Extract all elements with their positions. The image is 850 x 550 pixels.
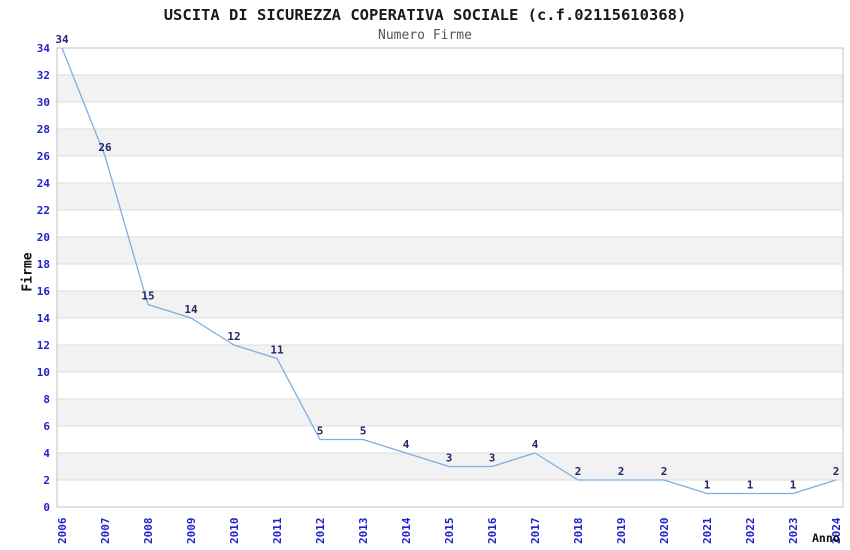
x-tick-label: 2006 xyxy=(56,517,69,544)
data-label: 2 xyxy=(618,465,625,478)
band xyxy=(57,129,843,156)
data-label: 5 xyxy=(317,425,324,438)
y-tick-label: 12 xyxy=(37,339,50,352)
data-line xyxy=(61,47,837,495)
x-tick-label: 2022 xyxy=(744,518,757,545)
data-label: 2 xyxy=(833,465,840,478)
y-tick-label: 4 xyxy=(43,447,50,460)
x-tick-label: 2007 xyxy=(99,518,112,545)
x-tick-label: 2018 xyxy=(572,518,585,545)
y-tick-label: 26 xyxy=(37,150,51,163)
plot-border xyxy=(56,47,844,508)
y-tick-label: 30 xyxy=(37,96,50,109)
data-label: 1 xyxy=(790,479,797,492)
y-tick-label: 18 xyxy=(37,258,50,271)
data-label: 14 xyxy=(184,303,198,316)
band xyxy=(57,399,843,426)
y-axis-title: Firme xyxy=(20,252,36,292)
y-tick-label: 14 xyxy=(37,312,51,325)
x-tick-label: 2008 xyxy=(142,518,155,545)
y-tick-label: 24 xyxy=(37,177,51,190)
data-label: 2 xyxy=(661,465,668,478)
y-tick-label: 16 xyxy=(37,285,51,298)
data-label: 1 xyxy=(704,479,711,492)
y-tick-label: 22 xyxy=(37,204,50,217)
data-label: 34 xyxy=(55,33,69,46)
data-label: 12 xyxy=(227,330,240,343)
y-tick-label: 2 xyxy=(43,474,50,487)
data-label: 4 xyxy=(403,438,410,451)
x-tick-label: 2017 xyxy=(529,518,542,545)
band xyxy=(57,237,843,264)
x-tick-label: 2013 xyxy=(357,518,370,545)
x-tick-label: 2020 xyxy=(658,518,671,545)
y-tick-label: 8 xyxy=(43,393,50,406)
x-tick-label: 2012 xyxy=(314,518,327,545)
x-axis-title: Anno xyxy=(812,531,840,545)
data-label: 3 xyxy=(489,452,496,465)
x-tick-label: 2015 xyxy=(443,518,456,545)
data-label: 5 xyxy=(360,425,367,438)
x-tick-label: 2023 xyxy=(787,518,800,545)
data-label: 1 xyxy=(747,479,754,492)
data-label: 4 xyxy=(532,438,539,451)
chart-subtitle: Numero Firme xyxy=(378,28,472,43)
data-label: 15 xyxy=(141,290,154,303)
band xyxy=(57,183,843,210)
y-tick-label: 28 xyxy=(37,123,50,136)
y-tick-label: 20 xyxy=(37,231,50,244)
x-tick-label: 2024 xyxy=(830,517,843,544)
y-tick-label: 32 xyxy=(37,69,50,82)
x-tick-label: 2016 xyxy=(486,517,499,544)
data-label: 2 xyxy=(575,465,582,478)
y-tick-label: 34 xyxy=(37,42,51,55)
x-tick-label: 2010 xyxy=(228,518,241,545)
data-label: 3 xyxy=(446,452,453,465)
x-tick-label: 2011 xyxy=(271,517,284,544)
band xyxy=(57,75,843,102)
y-tick-label: 0 xyxy=(43,501,50,514)
y-tick-label: 6 xyxy=(43,420,50,433)
band xyxy=(57,291,843,318)
band xyxy=(57,345,843,372)
x-tick-label: 2021 xyxy=(701,517,714,544)
chart-title: USCITA DI SICUREZZA COPERATIVA SOCIALE (… xyxy=(163,6,687,24)
x-tick-label: 2009 xyxy=(185,518,198,545)
x-tick-label: 2014 xyxy=(400,517,413,544)
y-tick-label: 10 xyxy=(37,366,50,379)
data-label: 26 xyxy=(98,141,112,154)
x-tick-label: 2019 xyxy=(615,518,628,545)
data-label: 11 xyxy=(270,344,284,357)
